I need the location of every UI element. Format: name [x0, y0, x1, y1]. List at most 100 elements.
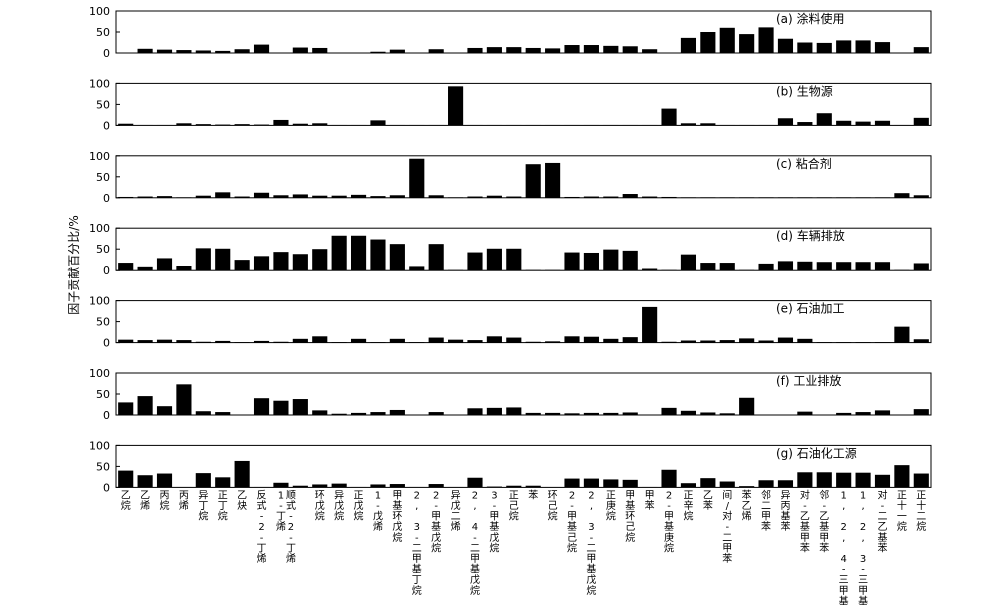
bar-5-21 [506, 337, 522, 343]
bar-6-13 [350, 412, 367, 415]
bar-6-20 [486, 407, 502, 415]
bar-6-8 [253, 398, 270, 415]
bar-1-42 [913, 47, 929, 53]
bar-6-11 [312, 410, 328, 415]
bar-5-32 [719, 340, 735, 343]
category-label: 乙炔 [237, 489, 247, 512]
bar-3-16 [409, 158, 425, 198]
category-label: 邻-乙基甲苯 [819, 488, 829, 554]
bar-5-8 [253, 340, 270, 343]
bar-7-40 [874, 474, 891, 488]
bar-4-42 [913, 263, 929, 271]
category-label: 环己烷 [548, 490, 558, 522]
bar-5-41 [894, 326, 910, 343]
panel-5: 0 50 100 (e) 石油加工 [89, 295, 932, 350]
category-label: 正庚烷 [606, 490, 616, 522]
bar-7-20 [486, 486, 502, 488]
bar-4-37 [816, 262, 832, 271]
bar-3-21 [506, 196, 522, 198]
bar-7-10 [292, 485, 308, 488]
category-label: 正丁烷 [218, 490, 228, 522]
category-label: 苯 [528, 488, 538, 501]
bar-6-9 [273, 400, 289, 415]
bar-6-27 [622, 412, 638, 415]
bar-3-26 [603, 196, 619, 198]
category-label: 对-乙基甲苯 [800, 488, 810, 554]
bar-5-35 [777, 337, 794, 343]
bar-3-25 [583, 196, 599, 198]
bar-1-27 [622, 46, 638, 53]
bar-1-3 [156, 49, 173, 53]
bar-1-31 [700, 32, 716, 53]
bar-7-38 [836, 472, 852, 488]
panel-label: (d) 车辆排放 [776, 228, 845, 243]
bar-4-4 [176, 266, 192, 271]
category-label: 邻二甲苯 [761, 488, 771, 533]
bar-1-11 [312, 47, 328, 53]
category-label: 正十二烷 [916, 490, 926, 533]
bar-5-30 [680, 340, 697, 343]
category-label: 2, 3 -二甲基戊烷 [586, 490, 596, 596]
bar-2-31 [700, 123, 716, 126]
bar-4-11 [312, 249, 328, 271]
y-tick-label: 100 [89, 295, 110, 308]
bar-4-17 [428, 244, 444, 271]
bar-4-40 [874, 262, 891, 271]
bar-1-30 [680, 37, 697, 53]
bar-2-6 [215, 124, 231, 126]
bar-3-7 [234, 196, 250, 198]
bar-6-33 [739, 397, 755, 415]
panel-2: 0 50 100 (b) 生物源 [89, 77, 932, 132]
bar-3-24 [564, 196, 580, 198]
bar-7-1 [118, 470, 134, 488]
bar-1-17 [428, 49, 444, 53]
bar-3-5 [195, 195, 211, 198]
bar-1-2 [137, 48, 153, 53]
bar-4-8 [253, 256, 270, 271]
category-label: 乙烷 [121, 489, 131, 512]
bar-2-42 [913, 117, 929, 126]
y-tick-label: 50 [96, 171, 110, 184]
bar-7-32 [719, 481, 735, 488]
bar-6-39 [855, 412, 871, 415]
bar-7-37 [816, 472, 832, 488]
category-label: 异丁烷 [198, 489, 208, 522]
panels: 0 50 100 (a) 涂料使用 0 50 100 (b) 生物源 0 50 100 (c) 粘合剂… [89, 5, 932, 494]
bar-7-33 [739, 486, 755, 488]
y-tick-label: 100 [89, 222, 110, 235]
bar-1-26 [603, 45, 619, 53]
bar-7-31 [700, 478, 716, 488]
bar-4-34 [758, 263, 774, 271]
y-tick-label: 50 [96, 98, 110, 111]
bar-7-39 [855, 472, 871, 488]
bar-6-30 [680, 410, 697, 415]
bar-5-25 [583, 336, 599, 343]
bar-1-19 [467, 47, 483, 53]
y-tick-label: 50 [96, 26, 110, 39]
bar-7-35 [777, 480, 794, 488]
y-tick-label: 0 [103, 192, 110, 205]
bar-7-17 [428, 484, 444, 488]
bar-4-16 [409, 266, 425, 271]
bar-1-24 [564, 45, 580, 53]
category-label: 1, 2, 3-三甲基苯 [858, 490, 868, 606]
y-tick-label: 100 [89, 439, 110, 452]
bar-7-3 [156, 473, 173, 488]
bar-4-12 [331, 235, 347, 271]
category-label: 2, 3 -二甲基丁烷 [412, 490, 422, 596]
category-label: 2, 4 -二甲基戊烷 [470, 490, 480, 596]
y-tick-label: 0 [103, 47, 110, 60]
bar-1-5 [195, 50, 211, 53]
bar-1-39 [855, 40, 871, 53]
category-label: 丙烯 [179, 490, 189, 512]
bar-2-18 [448, 86, 464, 126]
bar-5-9 [273, 341, 289, 343]
panel-3: 0 50 100 (c) 粘合剂 [89, 150, 932, 205]
category-label: 甲基环戊烷 [392, 490, 402, 543]
bar-4-1 [118, 263, 134, 271]
bar-6-29 [661, 407, 677, 415]
bar-3-15 [389, 195, 405, 198]
bar-4-30 [680, 254, 697, 271]
panel-7: 0 50 100 (g) 石油化工源 [89, 439, 932, 494]
